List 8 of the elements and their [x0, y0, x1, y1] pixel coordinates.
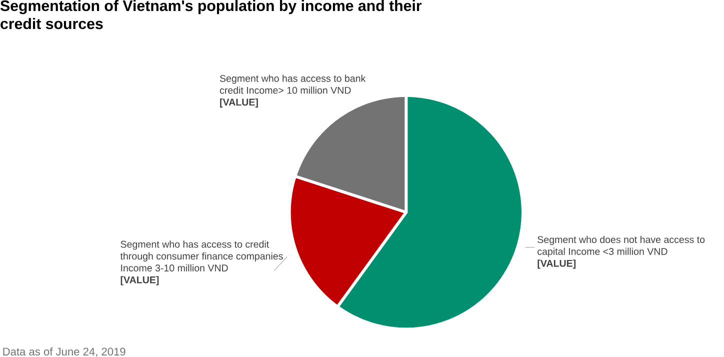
data-label: [VALUE] — [538, 260, 576, 269]
data-label: [VALUE] — [220, 98, 258, 108]
slice-label: Segment who does not have access to capital Income <3 million VND — [538, 236, 705, 257]
text: Data as of June 24, 2019 — [3, 348, 126, 357]
chart-title: Segmentation of Vietnam's population by income and their credit sources — [0, 0, 422, 30]
slice-label: Segment who has access to bank credit Income> 10 million VND — [220, 74, 366, 94]
data-label: [VALUE] — [120, 276, 159, 286]
slice-label: Segment who has access to credit through consumer finance companies Income 3-10 million VND — [120, 240, 283, 272]
